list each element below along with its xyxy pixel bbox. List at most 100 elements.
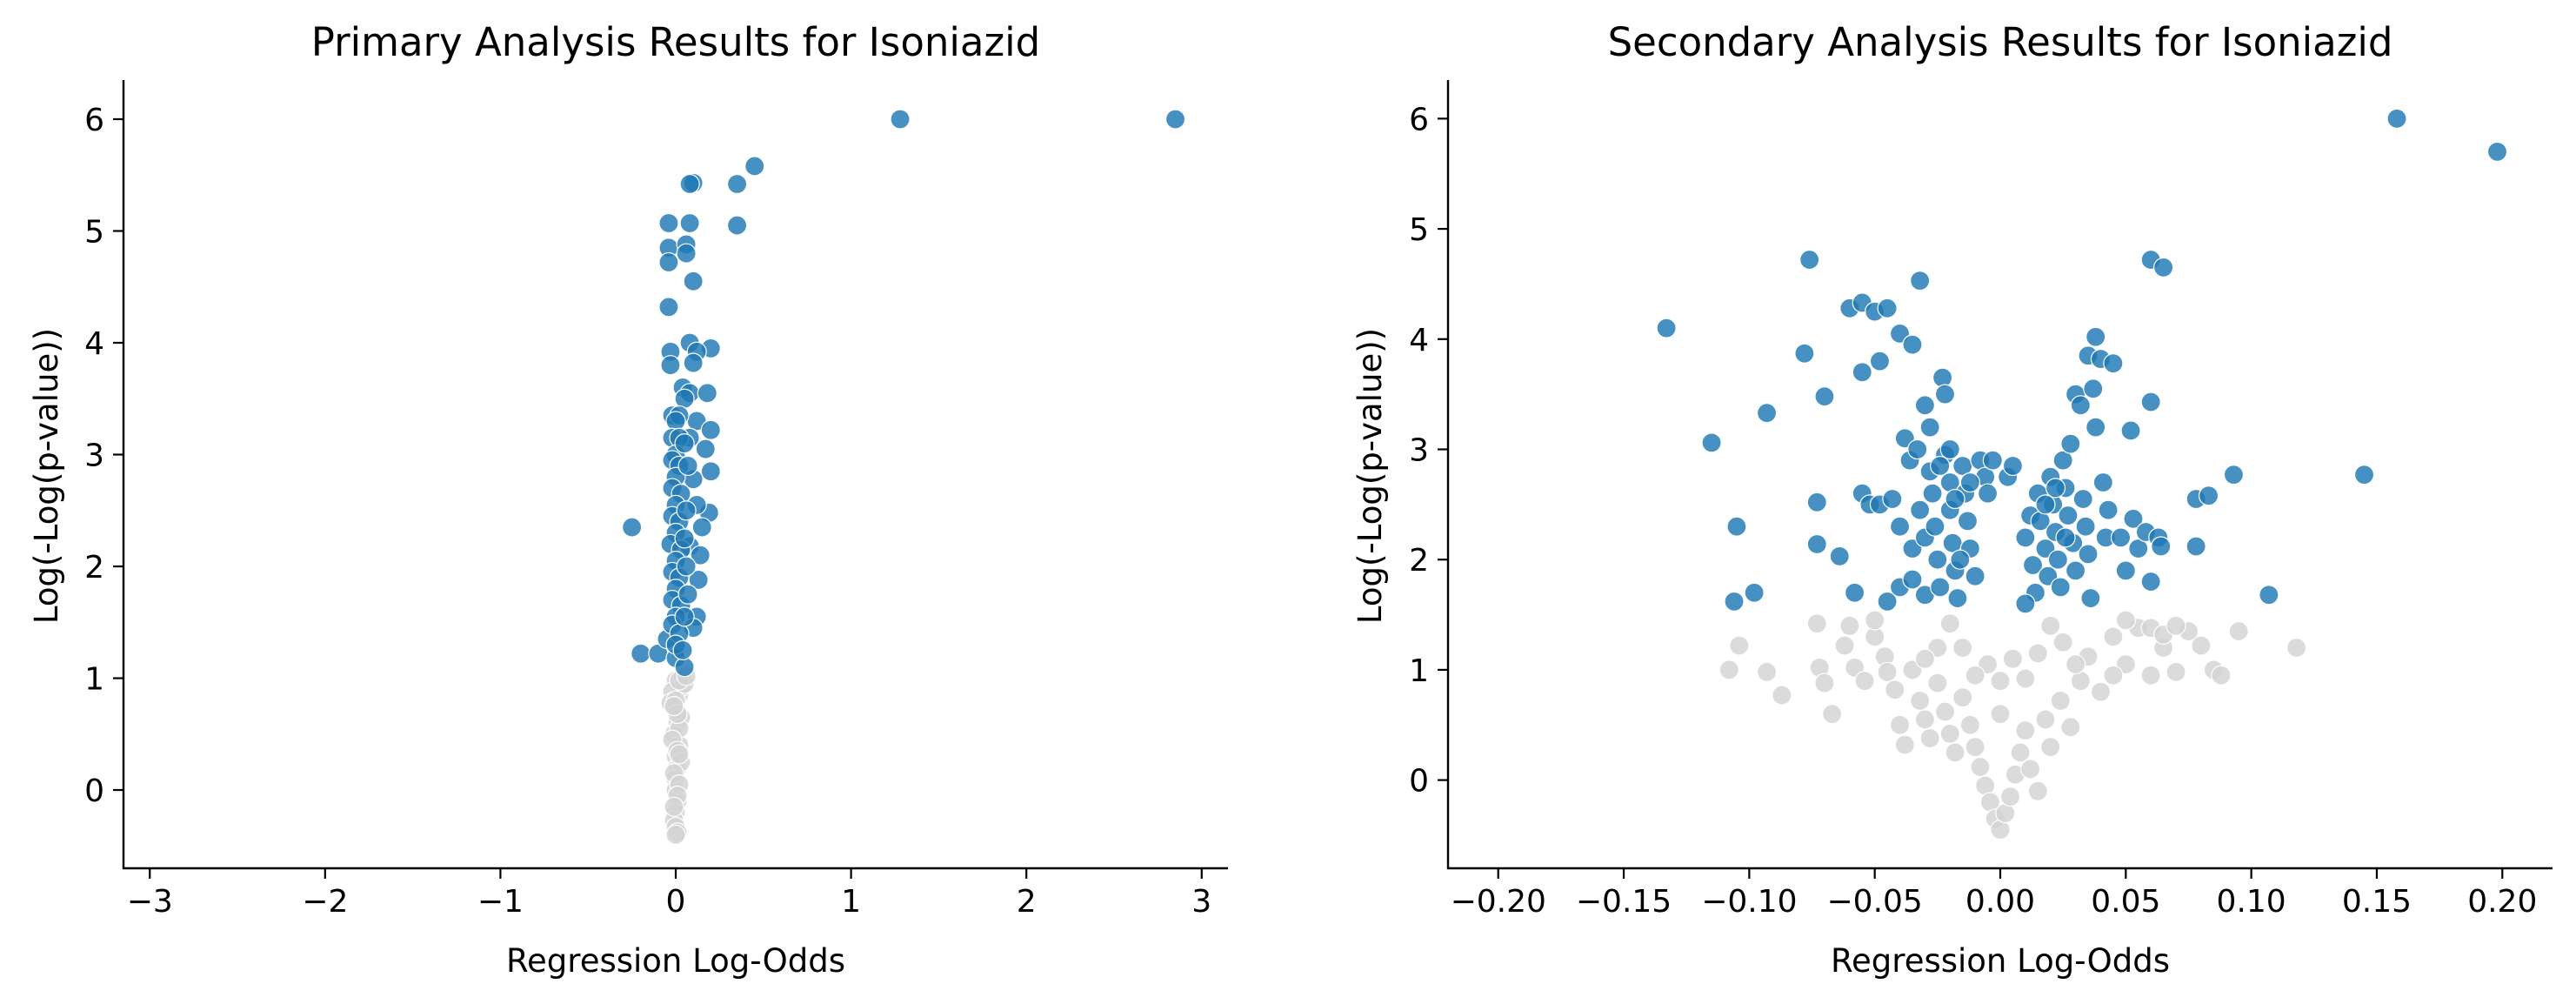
data-point (1952, 686, 1973, 708)
data-point (1902, 569, 1923, 590)
y-axis-label-primary: Log(-Log(p-value)) (28, 328, 65, 624)
data-point (1882, 488, 1903, 510)
data-point (2050, 690, 2071, 711)
data-point (1718, 659, 1739, 680)
data-point (1799, 249, 1820, 271)
data-point (1927, 549, 1948, 570)
data-point (1939, 613, 1960, 634)
y-tick-label: 4 (1409, 323, 1429, 358)
data-point (2075, 516, 2096, 537)
data-point (1877, 661, 1898, 683)
data-point (2110, 527, 2132, 548)
data-point (677, 455, 698, 476)
points-primary (622, 109, 1186, 846)
data-point (1814, 673, 1835, 693)
data-point (674, 433, 695, 454)
chart-primary: Primary Analysis Results for Isoniazid R… (28, 19, 1228, 980)
y-tick-label: 2 (1409, 543, 1429, 579)
data-point (2353, 465, 2375, 485)
data-point (2486, 141, 2508, 162)
data-point (1877, 298, 1898, 318)
data-point (676, 556, 697, 577)
data-point (1959, 714, 1980, 735)
data-point (674, 388, 695, 409)
data-point (1950, 549, 1971, 570)
data-point (660, 355, 681, 376)
data-point (1852, 362, 1872, 383)
data-point (1839, 615, 1860, 636)
axes-primary (122, 80, 1228, 870)
data-point (2115, 560, 2136, 581)
x-tick-label: 0.05 (2091, 884, 2160, 920)
data-point (1939, 438, 1960, 460)
data-point (1806, 533, 1827, 555)
data-point (1726, 516, 1747, 537)
data-point (1894, 734, 1915, 755)
x-tick-label: −0.05 (1827, 884, 1923, 920)
x-axis-label-primary: Regression Log-Odds (506, 942, 845, 980)
data-point (664, 696, 684, 717)
data-point (1914, 648, 1936, 669)
data-point (669, 744, 690, 765)
data-point (2020, 759, 2041, 780)
data-point (2040, 615, 2061, 636)
data-point (2027, 643, 2048, 664)
data-point (1945, 742, 1965, 763)
data-point (1914, 709, 1936, 730)
data-point (2060, 717, 2081, 738)
data-point (679, 173, 700, 195)
data-point (658, 251, 679, 273)
data-point (1952, 637, 1973, 659)
data-point (2022, 554, 2044, 576)
data-point (2186, 536, 2206, 557)
data-point (2386, 108, 2407, 129)
data-point (1910, 271, 1931, 291)
data-point (1772, 685, 1792, 706)
x-tick-label: 2 (1017, 884, 1037, 920)
data-point (2128, 538, 2149, 559)
data-point (2083, 378, 2104, 399)
y-tick-label: 2 (84, 550, 104, 586)
data-point (1794, 343, 1815, 364)
data-point (1822, 704, 1843, 725)
data-point (2058, 505, 2079, 526)
data-point (2010, 742, 2031, 763)
data-point (1854, 670, 1875, 692)
data-point (2065, 653, 2086, 675)
points-secondary (1656, 108, 2508, 840)
data-point (2015, 720, 2036, 741)
data-point (1999, 786, 2021, 807)
data-point (744, 156, 765, 177)
data-point (691, 517, 712, 538)
data-point (2055, 527, 2076, 548)
ticks-primary: −3 −2 −1 0 1 2 3 0 1 2 3 4 5 6 (84, 103, 1211, 920)
data-point (1165, 109, 1186, 130)
x-tick-label: 1 (841, 884, 861, 920)
data-point (683, 352, 704, 373)
data-point (2120, 420, 2141, 441)
y-tick-label: 6 (1409, 102, 1429, 137)
data-point (665, 824, 686, 846)
data-point (658, 212, 679, 234)
data-point (2166, 661, 2186, 683)
data-point (1965, 737, 1985, 758)
x-tick-label: 0.15 (2342, 884, 2412, 920)
data-point (2035, 494, 2056, 515)
data-point (676, 500, 697, 521)
data-point (695, 438, 716, 459)
data-point (2228, 620, 2249, 642)
data-point (677, 584, 698, 605)
data-point (672, 639, 693, 661)
data-point (2166, 615, 2186, 636)
y-tick-label: 3 (1409, 432, 1429, 468)
data-point (2286, 637, 2307, 659)
y-tick-label: 5 (84, 214, 104, 250)
data-point (2002, 455, 2024, 477)
data-point (2090, 681, 2112, 702)
data-point (2027, 780, 2048, 801)
data-point (1914, 395, 1936, 416)
data-point (1889, 516, 1911, 537)
data-point (2140, 392, 2161, 412)
data-point (631, 643, 651, 664)
